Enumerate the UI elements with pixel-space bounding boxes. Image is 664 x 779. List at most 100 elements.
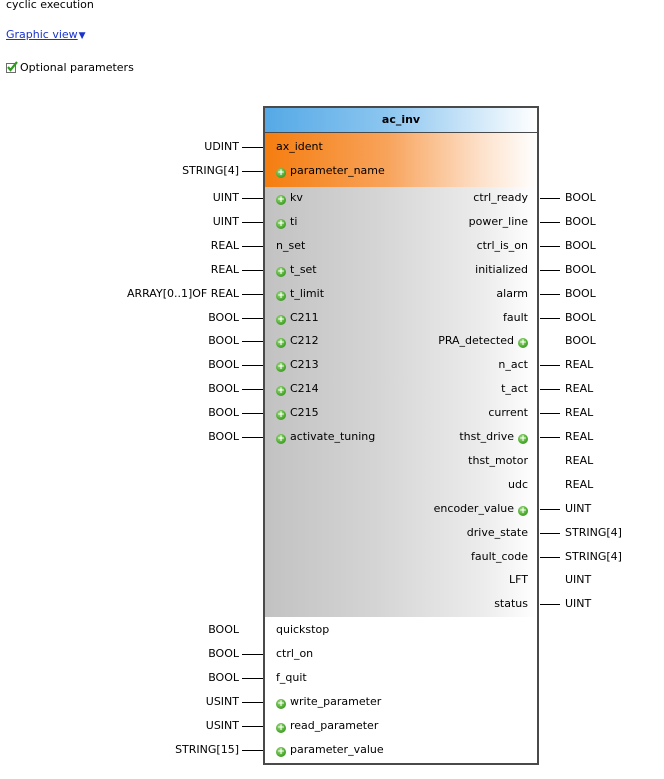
input-pin-write-parameter[interactable]: + write_parameter [276,695,381,709]
graphic-view-link[interactable]: Graphic view▼ [6,28,86,41]
output-pin-label[interactable]: thst_drive [459,430,514,443]
input-pin-parameter-value[interactable]: + parameter_value [276,743,384,757]
output-pin-lft[interactable]: LFT [509,573,528,586]
output-pin-label[interactable]: status [494,597,528,610]
input-pin-f-quit[interactable]: f_quit [276,671,307,684]
input-pin-label[interactable]: C212 [290,334,319,347]
green-plus-circle-icon[interactable]: + [276,168,286,178]
output-pin-label[interactable]: alarm [496,287,528,300]
green-plus-circle-icon[interactable]: + [276,267,286,277]
triangle-down-icon[interactable]: ▼ [78,31,86,41]
green-plus-circle-icon[interactable]: + [276,699,286,709]
graphic-view-label[interactable]: Graphic view [6,28,78,41]
output-pin-label[interactable]: LFT [509,573,528,586]
output-pin-label[interactable]: ctrl_is_on [476,239,528,252]
input-pin-label[interactable]: C213 [290,358,319,371]
green-plus-circle-icon[interactable]: + [276,386,286,396]
output-pin-ctrl-ready[interactable]: ctrl_ready [473,191,528,204]
input-pin-t-limit[interactable]: + t_limit [276,287,324,301]
output-pin-pra-detected[interactable]: PRA_detected + [438,334,528,348]
input-pin-label[interactable]: parameter_value [290,743,384,756]
output-pin-label[interactable]: udc [507,478,528,491]
input-pin-label[interactable]: read_parameter [290,719,379,732]
output-pin-label[interactable]: power_line [468,215,528,228]
output-pin-label[interactable]: ctrl_ready [473,191,528,204]
output-pin-label[interactable]: fault_code [471,550,528,563]
output-pin-t-act[interactable]: t_act [501,382,528,395]
output-pin-ctrl-is-on[interactable]: ctrl_is_on [477,239,528,252]
optional-parameters-label: Optional parameters [20,61,134,74]
green-plus-circle-icon[interactable]: + [276,434,286,444]
output-pin-label[interactable]: PRA_detected [438,334,514,347]
input-pin-ax-ident[interactable]: ax_ident [276,140,323,153]
green-plus-circle-icon[interactable]: + [276,362,286,372]
output-pin-fault[interactable]: fault [503,311,528,324]
green-plus-circle-icon[interactable]: + [276,747,286,757]
output-pin-status[interactable]: status [494,597,528,610]
output-pin-current[interactable]: current [488,406,528,419]
output-pin-encoder-value[interactable]: encoder_value + [434,502,528,516]
input-pin-read-parameter[interactable]: + read_parameter [276,719,378,733]
output-pin-udc[interactable]: udc [508,478,528,491]
green-plus-circle-icon[interactable]: + [276,338,286,348]
input-pin-c212[interactable]: + C212 [276,334,319,348]
main-section [265,187,537,617]
green-plus-circle-icon[interactable]: + [276,219,286,229]
output-pin-n-act[interactable]: n_act [498,358,528,371]
input-pin-ti[interactable]: + ti [276,215,297,229]
optional-parameters-checkbox[interactable]: Optional parameters [6,61,134,74]
output-pin-power-line[interactable]: power_line [469,215,528,228]
output-pin-thst-motor[interactable]: thst_motor [468,454,528,467]
input-pin-label[interactable]: ti [290,215,298,228]
output-pin-initialized[interactable]: initialized [475,263,528,276]
output-pin-label[interactable]: fault [503,311,528,324]
output-pin-label[interactable]: thst_motor [468,454,528,467]
output-pin-label[interactable]: drive_state [466,526,528,539]
green-plus-circle-icon[interactable]: + [518,338,528,348]
input-pin-c213[interactable]: + C213 [276,358,319,372]
input-pin-label[interactable]: ctrl_on [276,647,314,660]
green-plus-circle-icon[interactable]: + [518,434,528,444]
input-pin-label[interactable]: C215 [290,406,319,419]
input-pin-label[interactable]: kv [290,191,303,204]
input-pin-c214[interactable]: + C214 [276,382,319,396]
input-pin-label[interactable]: n_set [276,239,306,252]
green-plus-circle-icon[interactable]: + [276,410,286,420]
input-pin-label[interactable]: quickstop [276,623,330,636]
green-plus-circle-icon[interactable]: + [276,315,286,325]
input-pin-parameter-name[interactable]: + parameter_name [276,164,385,178]
input-pin-c215[interactable]: + C215 [276,406,319,420]
input-pin-t-set[interactable]: + t_set [276,263,317,277]
input-pin-quickstop[interactable]: quickstop [276,623,329,636]
green-plus-circle-icon[interactable]: + [276,723,286,733]
output-pin-label[interactable]: current [488,406,528,419]
input-pin-label[interactable]: write_parameter [290,695,382,708]
input-pin-activate-tuning[interactable]: + activate_tuning [276,430,375,444]
output-pin-drive-state[interactable]: drive_state [467,526,528,539]
output-pin-label[interactable]: t_act [501,382,528,395]
output-connector-line [540,294,560,295]
input-pin-kv[interactable]: + kv [276,191,303,205]
output-pin-thst-drive[interactable]: thst_drive + [459,430,528,444]
input-pin-ctrl-on[interactable]: ctrl_on [276,647,313,660]
input-pin-label[interactable]: parameter_name [290,164,385,177]
output-pin-label[interactable]: initialized [475,263,528,276]
input-pin-label[interactable]: ax_ident [276,140,323,153]
input-pin-label[interactable]: activate_tuning [290,430,376,443]
input-pin-label[interactable]: C211 [290,311,319,324]
output-pin-fault-code[interactable]: fault_code [471,550,528,563]
output-pin-alarm[interactable]: alarm [496,287,528,300]
output-pin-label[interactable]: encoder_value [433,502,514,515]
input-pin-label[interactable]: t_set [290,263,317,276]
green-plus-circle-icon[interactable]: + [276,195,286,205]
green-check-icon[interactable] [6,61,18,73]
green-plus-circle-icon[interactable]: + [276,291,286,301]
input-pin-label[interactable]: C214 [290,382,319,395]
input-pin-n-set[interactable]: n_set [276,239,305,252]
input-pin-c211[interactable]: + C211 [276,311,319,325]
output-pin-label[interactable]: n_act [498,358,528,371]
output-connector-line [540,270,560,271]
input-pin-label[interactable]: t_limit [290,287,325,300]
green-plus-circle-icon[interactable]: + [518,506,528,516]
input-pin-label[interactable]: f_quit [276,671,307,684]
